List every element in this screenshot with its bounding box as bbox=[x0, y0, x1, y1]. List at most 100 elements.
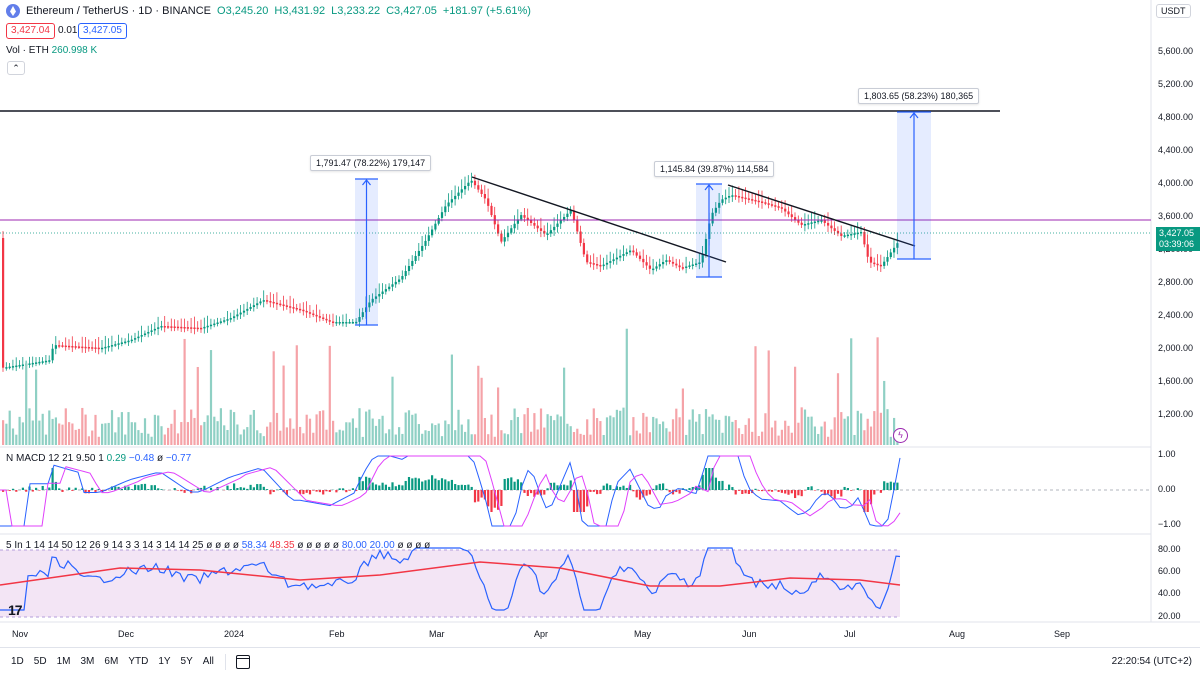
volume-bar bbox=[761, 431, 764, 445]
macd-hist-bar bbox=[820, 490, 823, 492]
chevron-up-icon[interactable]: ⌃ bbox=[7, 61, 25, 75]
timeframe-3m[interactable]: 3M bbox=[80, 656, 95, 667]
volume-bar bbox=[678, 417, 681, 445]
chart-area[interactable]: Ethereum / TetherUS · 1D · BINANCE O3,24… bbox=[0, 0, 1200, 647]
candle-body bbox=[31, 362, 34, 365]
volume-bar bbox=[114, 432, 117, 445]
volume-bar bbox=[371, 418, 374, 445]
candle-body bbox=[711, 212, 714, 224]
macd-hist-bar bbox=[51, 468, 54, 490]
volume-bar bbox=[398, 427, 401, 445]
volume-bar bbox=[427, 430, 430, 445]
time-axis-label: Sep bbox=[1054, 629, 1071, 639]
volume-bar bbox=[41, 413, 44, 445]
candle-body bbox=[134, 338, 137, 340]
sell-button[interactable]: 3,427.04 bbox=[6, 23, 55, 39]
macd-hist-bar bbox=[668, 490, 671, 493]
timeframe-1d[interactable]: 1D bbox=[11, 656, 24, 667]
candle-body bbox=[437, 217, 440, 224]
price-axis-label: 1,200.00 bbox=[1158, 409, 1194, 419]
volume-label: Vol · ETH bbox=[6, 45, 49, 56]
buy-button[interactable]: 3,427.05 bbox=[78, 23, 127, 39]
macd-hist-bar bbox=[97, 488, 100, 490]
rsi-value-1: 58.34 bbox=[241, 540, 267, 551]
candle-body bbox=[226, 319, 229, 321]
candle-body bbox=[431, 229, 434, 236]
macd-hist-bar bbox=[361, 481, 364, 490]
price-axis-label: 2,800.00 bbox=[1158, 277, 1194, 287]
volume-bar bbox=[675, 408, 678, 445]
candle-body bbox=[289, 306, 292, 308]
candle-body bbox=[589, 262, 592, 264]
volume-bar bbox=[246, 427, 249, 445]
volume-bar bbox=[602, 435, 605, 445]
macd-hist-bar bbox=[371, 482, 374, 490]
candle-body bbox=[180, 326, 183, 329]
macd-hist-bar bbox=[827, 490, 830, 494]
flash-icon[interactable]: ϟ bbox=[893, 428, 908, 443]
macd-hist-bar bbox=[662, 483, 665, 490]
volume-bar bbox=[599, 421, 602, 445]
rsi-legend[interactable]: 5 In 1 14 14 50 12 26 9 14 3 3 14 3 14 1… bbox=[6, 540, 430, 551]
macd-hist-bar bbox=[308, 490, 312, 495]
macd-legend[interactable]: N MACD 12 21 9.50 1 0.29 −0.48 ø −0.77 bbox=[6, 453, 191, 464]
chart-canvas[interactable] bbox=[0, 0, 1200, 647]
macd-hist-bar bbox=[744, 490, 747, 494]
candle-body bbox=[305, 310, 308, 313]
macd-hist-bar bbox=[110, 486, 114, 490]
candle-body bbox=[157, 327, 160, 329]
divider bbox=[224, 653, 226, 670]
tradingview-logo[interactable]: 17 bbox=[8, 602, 23, 618]
candle-body bbox=[173, 326, 176, 329]
volume-bar bbox=[823, 421, 826, 445]
macd-hist-bar bbox=[407, 476, 411, 490]
timeframe-5d[interactable]: 5D bbox=[33, 656, 47, 667]
calendar-icon[interactable] bbox=[235, 654, 250, 669]
price-axis-label: 3,600.00 bbox=[1158, 211, 1194, 221]
volume-legend[interactable]: Vol · ETH 260.998 K bbox=[6, 45, 97, 56]
candle-body bbox=[830, 225, 833, 229]
timeframe-all[interactable]: All bbox=[202, 656, 214, 667]
macd-hist-bar bbox=[143, 483, 147, 490]
volume-bar bbox=[200, 425, 203, 445]
symbol-title[interactable]: Ethereum / TetherUS · 1D · BINANCE bbox=[26, 5, 212, 17]
macd-hist-bar bbox=[388, 486, 391, 490]
volume-bar bbox=[582, 434, 585, 445]
macd-hist-bar bbox=[563, 484, 566, 490]
timeframe-ytd[interactable]: YTD bbox=[128, 656, 149, 667]
volume-bar bbox=[523, 414, 526, 445]
candle-body bbox=[866, 244, 869, 257]
candle-body bbox=[104, 346, 107, 349]
timeframe-1m[interactable]: 1M bbox=[56, 656, 71, 667]
macd-hist-bar bbox=[365, 476, 368, 490]
candle-body bbox=[645, 262, 648, 266]
candle-body bbox=[38, 361, 41, 364]
candle-body bbox=[236, 314, 239, 317]
volume-bar bbox=[754, 346, 757, 445]
candle-body bbox=[440, 212, 444, 218]
volume-bar bbox=[256, 430, 259, 445]
volume-bar bbox=[262, 436, 265, 445]
timeframe-6m[interactable]: 6M bbox=[104, 656, 119, 667]
macd-hist-bar bbox=[226, 485, 229, 490]
volume-bar bbox=[183, 338, 186, 445]
candle-body bbox=[407, 265, 411, 272]
clock[interactable]: 22:20:54 (UTC+2) bbox=[1111, 656, 1192, 667]
candle-body bbox=[335, 322, 338, 324]
candle-body bbox=[107, 345, 110, 348]
macd-hist-bar bbox=[761, 490, 764, 492]
macd-hist-bar bbox=[137, 485, 140, 490]
timeframe-1y[interactable]: 1Y bbox=[158, 656, 171, 667]
currency-button[interactable]: USDT bbox=[1156, 4, 1191, 18]
macd-hist-bar bbox=[625, 487, 628, 490]
macd-hist-bar bbox=[312, 490, 315, 491]
macd-hist-bar bbox=[543, 490, 546, 495]
volume-bar bbox=[866, 418, 869, 445]
volume-bar bbox=[318, 411, 321, 445]
macd-hist-bar bbox=[576, 490, 579, 512]
timeframe-5y[interactable]: 5Y bbox=[180, 656, 193, 667]
candle-body bbox=[638, 255, 642, 259]
macd-hist-bar bbox=[483, 490, 486, 500]
time-axis-label: May bbox=[634, 629, 652, 639]
candle-body bbox=[704, 238, 708, 255]
